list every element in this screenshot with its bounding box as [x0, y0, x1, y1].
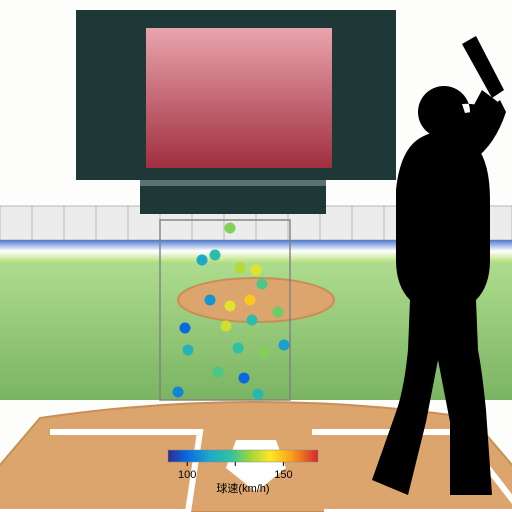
pitch-marker [258, 347, 269, 358]
pitch-marker [221, 321, 232, 332]
pitch-marker [180, 323, 191, 334]
pitch-marker [205, 295, 216, 306]
pitch-marker [235, 263, 246, 274]
legend-tick-label: 100 [178, 469, 196, 481]
pitch-marker [253, 389, 264, 400]
pitch-marker [245, 295, 256, 306]
pitch-marker [239, 373, 250, 384]
pitch-marker [173, 387, 184, 398]
pitch-marker [273, 307, 284, 318]
pitch-marker [225, 301, 236, 312]
pitch-marker [251, 265, 262, 276]
pitch-marker [183, 345, 194, 356]
pitchers-area-dirt [178, 278, 334, 322]
pitch-marker [247, 315, 258, 326]
pitch-marker [225, 223, 236, 234]
pitch-marker [233, 343, 244, 354]
legend-tick-label: 150 [274, 469, 292, 481]
pitch-marker [279, 340, 290, 351]
legend-caption: 球速(km/h) [216, 481, 269, 495]
pitch-marker [210, 250, 221, 261]
pitch-location-figure: 100 150 球速(km/h) [0, 0, 512, 512]
pitch-marker [257, 279, 268, 290]
pitch-marker [197, 255, 208, 266]
pitch-marker [213, 367, 224, 378]
